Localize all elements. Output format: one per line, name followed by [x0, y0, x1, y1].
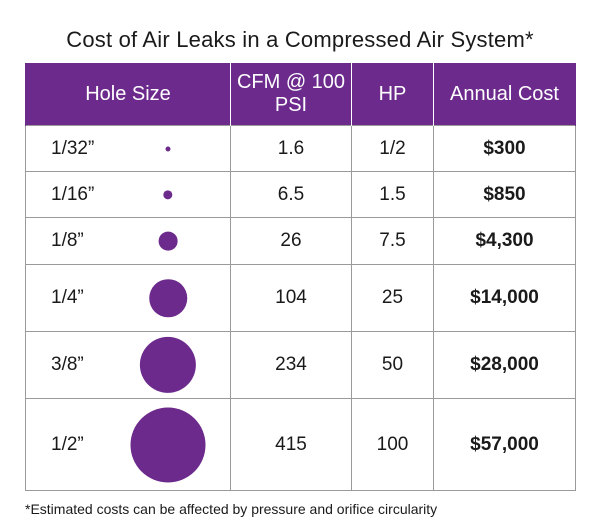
hole-size-cell: 1/8” — [25, 217, 231, 265]
header-cfm: CFM @ 100 PSI — [230, 63, 352, 126]
annual-cost-cell: $57,000 — [433, 398, 576, 491]
annual-cost-cell: $850 — [433, 171, 576, 218]
hole-dot-icon — [149, 279, 187, 317]
cfm-cell: 26 — [230, 217, 352, 265]
hole-size-cell: 1/2” — [25, 398, 231, 491]
annual-cost-cell: $28,000 — [433, 331, 576, 399]
page-title: Cost of Air Leaks in a Compressed Air Sy… — [66, 27, 534, 52]
cfm-cell: 1.6 — [230, 125, 352, 172]
hole-size-label: 1/2” — [51, 433, 84, 455]
header-hole-size: Hole Size — [25, 63, 231, 126]
hole-size-label: 3/8” — [51, 354, 84, 375]
annual-cost-cell: $14,000 — [433, 264, 576, 332]
hole-size-label: 1/32” — [51, 137, 95, 159]
header-hp: HP — [351, 63, 434, 126]
hole-dot-icon — [139, 336, 197, 394]
hole-dot-icon — [158, 231, 178, 251]
air-leak-cost-table: Hole Size CFM @ 100 PSI HP Annual Cost 1… — [25, 63, 576, 491]
cfm-cell: 6.5 — [230, 171, 352, 218]
hp-cell: 7.5 — [351, 217, 434, 265]
header-annual-cost: Annual Cost — [433, 63, 576, 126]
table-row: 1/32” 1.6 1/2 $300 — [25, 125, 576, 172]
hole-dot-icon — [165, 146, 171, 151]
table-row: 1/16” 6.5 1.5 $850 — [25, 171, 576, 218]
footnote: *Estimated costs can be affected by pres… — [25, 501, 438, 517]
table-row: 3/8” 234 50 $28,000 — [25, 331, 576, 399]
annual-cost-cell: $4,300 — [433, 217, 576, 265]
hp-cell: 25 — [351, 264, 434, 332]
hole-size-label: 1/4” — [51, 287, 84, 308]
hp-cell: 1/2 — [351, 125, 434, 172]
cfm-cell: 415 — [230, 398, 352, 491]
hole-size-label: 1/8” — [51, 230, 84, 251]
hole-size-cell: 1/16” — [25, 171, 231, 218]
hp-cell: 50 — [351, 331, 434, 399]
table-row: 1/8” 26 7.5 $4,300 — [25, 217, 576, 265]
hp-cell: 1.5 — [351, 171, 434, 218]
table-row: 1/4” 104 25 $14,000 — [25, 264, 576, 332]
hole-size-cell: 3/8” — [25, 331, 231, 399]
hole-size-cell: 1/4” — [25, 264, 231, 332]
cfm-cell: 234 — [230, 331, 352, 399]
table-header-row: Hole Size CFM @ 100 PSI HP Annual Cost — [25, 63, 576, 126]
hole-dot-icon — [163, 189, 173, 200]
hole-size-label: 1/16” — [51, 183, 95, 205]
hp-cell: 100 — [351, 398, 434, 491]
table-row: 1/2” 415 100 $57,000 — [25, 398, 576, 491]
annual-cost-cell: $300 — [433, 125, 576, 172]
hole-size-cell: 1/32” — [25, 125, 231, 172]
hole-dot-icon — [130, 407, 206, 482]
cfm-cell: 104 — [230, 264, 352, 332]
